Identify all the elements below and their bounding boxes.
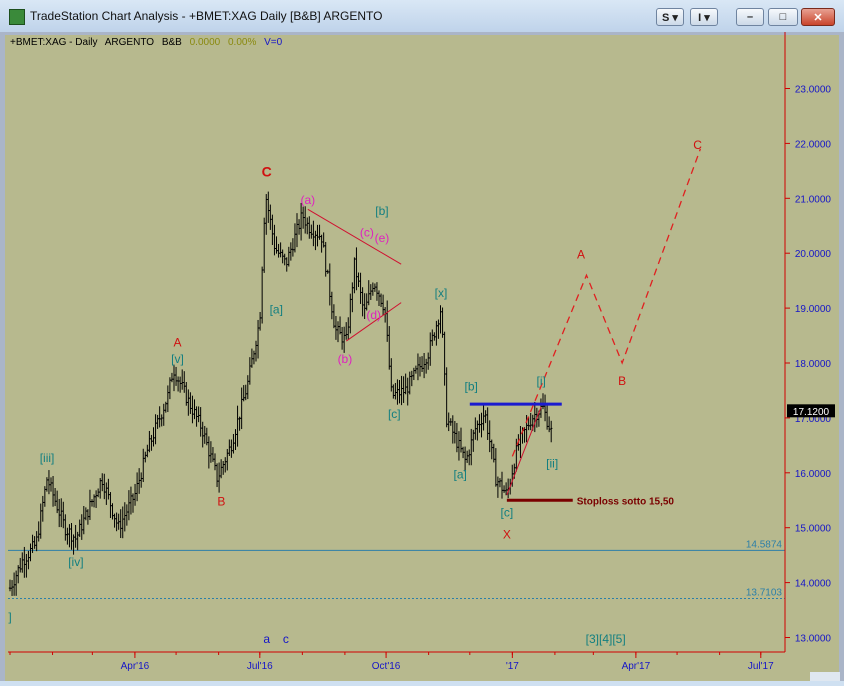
triangle-lower-line (345, 302, 402, 342)
chart-top-border (0, 32, 844, 35)
x-tick-label: '17 (506, 661, 519, 672)
s-menu-button[interactable]: S ▾ (656, 8, 684, 26)
stoploss-label: Stoploss sotto 15,50 (577, 496, 675, 507)
wave-label: [a] (270, 303, 283, 317)
time-axis: Apr'16 Jul'16 Oct'16 '17 Apr'17 Jul'17 (9, 652, 774, 672)
wave-label: B (618, 374, 626, 388)
wave-label: C (693, 138, 702, 152)
window-title: TradeStation Chart Analysis - +BMET:XAG … (30, 9, 383, 23)
y-tick-label: 22.0000 (795, 139, 832, 150)
wave-label: [b] (465, 379, 478, 393)
wave-label: [c] (501, 506, 514, 520)
y-tick-label: 14.0000 (795, 579, 832, 590)
wave-label: [3][4][5] (586, 632, 626, 646)
wave-label: ] (8, 610, 11, 624)
wave-label: [x] (435, 286, 448, 300)
wave-label: [i] (537, 374, 546, 388)
x-tick-label: Apr'17 (622, 661, 651, 672)
wave-label: (b) (338, 352, 353, 366)
wave-label: [ii] (546, 456, 558, 470)
wave-label: [iii] (40, 451, 55, 465)
last-price-box (787, 404, 835, 418)
wave-label: (e) (375, 231, 390, 245)
x-tick-label: Oct'16 (372, 661, 401, 672)
wave-label: (a) (301, 193, 316, 207)
price-axis: 13.0000 14.0000 15.0000 16.0000 17.0000 18.00… (785, 85, 831, 645)
ohlc-bars (8, 191, 553, 596)
wave-label: X (503, 528, 511, 542)
chart-header: +BMET:XAG - Daily ARGENTO B&B 0.0000 0.0… (10, 37, 283, 48)
chart-right-border (839, 32, 844, 681)
header-study: B&B (162, 37, 182, 48)
wave-label: (c) (360, 226, 374, 240)
levels-layer: 14.5874 13.7103 (8, 539, 785, 600)
y-tick-label: 18.0000 (795, 359, 832, 370)
chart-window: +BMET:XAG - Daily ARGENTO B&B 0.0000 0.0… (0, 32, 844, 681)
last-price-marker: 17.1200 (787, 404, 835, 418)
y-tick-label: 20.0000 (795, 249, 832, 260)
wave-label: c (283, 632, 289, 646)
y-tick-label: 17.0000 (795, 414, 832, 425)
projection-path (511, 148, 702, 457)
wave-label: [b] (375, 204, 388, 218)
wave-label: [a] (454, 467, 467, 481)
wave-label: [v] (171, 352, 184, 366)
tradestation-icon (9, 9, 25, 25)
header-symbol: +BMET:XAG - Daily (10, 37, 98, 48)
wave-labels-layer: C A B [v] [iii] [iv]] [a] (a) (b) (c) (d) (e) [b] [c]… (8, 138, 702, 646)
header-value2: 0.00% (228, 37, 256, 48)
y-tick-label: 16.0000 (795, 469, 832, 480)
close-button[interactable]: ✕ (801, 8, 835, 26)
i-menu-button[interactable]: I ▾ (690, 8, 718, 26)
rising-trendline (506, 406, 542, 495)
header-value1: 0.0000 (190, 37, 221, 48)
last-price-label: 17.1200 (793, 407, 830, 418)
wave-label: [c] (388, 407, 401, 421)
triangle-upper-line (307, 208, 402, 265)
price-level-label: 13.7103 (746, 588, 783, 599)
chart-left-border (0, 32, 5, 681)
price-level-label: 14.5874 (746, 539, 783, 550)
wave-label: A (577, 248, 585, 262)
price-chart[interactable]: +BMET:XAG - Daily ARGENTO B&B 0.0000 0.0… (0, 32, 844, 681)
wave-label: C (262, 163, 272, 179)
window-titlebar: TradeStation Chart Analysis - +BMET:XAG … (0, 0, 844, 33)
y-tick-label: 15.0000 (795, 524, 832, 535)
header-volume: V=0 (264, 37, 283, 48)
x-tick-label: Apr'16 (121, 661, 150, 672)
y-tick-label: 13.0000 (795, 634, 832, 645)
header-name: ARGENTO (105, 37, 154, 48)
scroll-corner[interactable] (810, 672, 840, 681)
x-tick-label: Jul'16 (247, 661, 273, 672)
trendlines-layer: Stoploss sotto 15,50 (307, 148, 702, 507)
y-tick-label: 23.0000 (795, 85, 832, 96)
wave-label: (d) (366, 308, 381, 322)
wave-label: B (217, 495, 225, 509)
wave-label: a (263, 632, 270, 646)
restore-button[interactable]: □ (768, 8, 798, 26)
wave-label: [iv] (68, 555, 83, 569)
y-tick-label: 19.0000 (795, 304, 832, 315)
wave-label: A (173, 336, 181, 350)
x-tick-label: Jul'17 (748, 661, 774, 672)
y-tick-label: 21.0000 (795, 194, 832, 205)
minimize-button[interactable]: – (736, 8, 764, 26)
